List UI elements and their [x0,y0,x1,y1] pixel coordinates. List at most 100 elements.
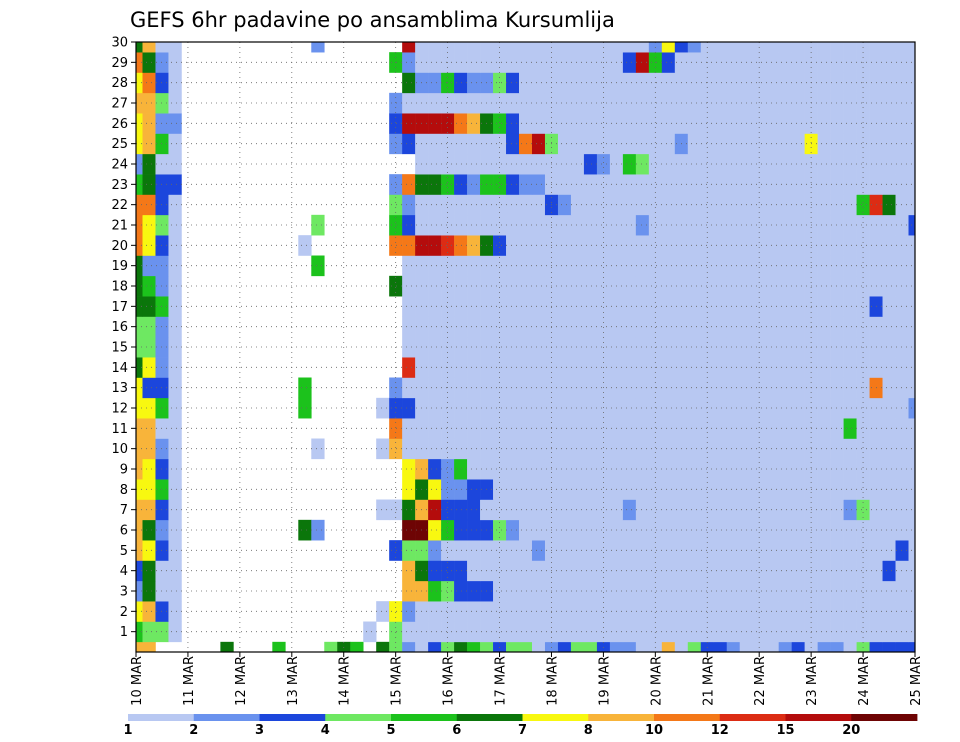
heatmap-cell [700,438,715,460]
heatmap-cell [830,52,844,73]
heatmap-cell [765,194,779,216]
heatmap-cell [428,275,442,297]
heatmap-cell [583,52,598,73]
heatmap-cell [467,418,481,439]
heatmap-cell [817,133,831,155]
heatmap-cell [752,275,766,297]
heatmap-cell [557,540,572,561]
heatmap-cell [752,153,766,175]
heatmap-cell [136,397,143,419]
heatmap-cell [648,479,663,500]
heatmap-cell [791,438,805,460]
heatmap-cell [493,479,507,500]
heatmap-cell [168,377,182,399]
heatmap-cell [583,113,598,134]
heatmap-cell [752,499,766,521]
heatmap-cell [791,580,805,602]
heatmap-cell [882,72,896,94]
heatmap-cell [765,113,779,134]
heatmap-cell [778,316,792,338]
heatmap-cell [830,275,844,297]
heatmap-cell [519,52,533,73]
heatmap-cell [531,397,546,419]
heatmap-cell [531,418,546,439]
heatmap-cell [700,458,715,480]
heatmap-cell [519,336,533,358]
heatmap-cell [778,336,792,358]
heatmap-cell [687,438,702,460]
heatmap-cell [726,92,741,114]
heatmap-cell [155,113,169,134]
y-tick-label: 3 [120,585,128,600]
heatmap-cell [778,621,792,643]
heatmap-cell [687,499,702,521]
heatmap-cell [895,357,909,378]
heatmap-cell [136,275,143,297]
heatmap-cell [519,174,533,195]
heatmap-cell [817,113,831,134]
heatmap-cell [830,174,844,195]
heatmap-cell [752,235,766,256]
heatmap-cell [882,153,896,175]
heatmap-cell [428,316,442,338]
heatmap-cell [136,214,143,236]
heatmap-cell [428,479,442,500]
heatmap-cell [557,499,572,521]
heatmap-cell [648,438,663,460]
heatmap-cell [583,560,598,582]
heatmap-cell [441,194,455,216]
heatmap-cell [570,560,585,582]
heatmap-cell [908,42,916,53]
heatmap-cell [895,133,909,155]
heatmap-cell [726,499,741,521]
heatmap-cell [142,438,156,460]
heatmap-cell [583,519,598,541]
heatmap-cell [376,641,390,653]
heatmap-cell [635,357,650,378]
heatmap-cell [389,601,403,622]
heatmap-cell [155,235,169,256]
heatmap-cell [635,296,650,317]
heatmap-cell [389,194,403,216]
heatmap-cell [856,92,870,114]
heatmap-cell [596,499,611,521]
heatmap-cell [531,133,546,155]
heatmap-cell [557,316,572,338]
heatmap-cell [635,214,650,236]
heatmap-cell [519,92,533,114]
heatmap-cell [843,275,857,297]
heatmap-cell [155,479,169,500]
heatmap-cell [441,316,455,338]
x-tick-label: 22 MAR [753,656,768,706]
heatmap-cell [830,438,844,460]
heatmap-cell [622,194,637,216]
heatmap-cell [778,479,792,500]
heatmap-cell [765,275,779,297]
heatmap-cell [531,316,546,338]
heatmap-cell [519,418,533,439]
heatmap-cell [791,153,805,175]
heatmap-cell [700,499,715,521]
heatmap-cell [895,580,909,602]
heatmap-cell [622,275,637,297]
heatmap-cell [830,214,844,236]
heatmap-cell [687,113,702,134]
legend-swatch [851,714,918,721]
heatmap-cell [687,357,702,378]
heatmap-cell [519,438,533,460]
heatmap-cell [739,42,754,53]
heatmap-cell [778,42,792,53]
y-tick-label: 28 [111,76,128,91]
heatmap-cell [635,42,650,53]
y-tick-label: 26 [111,117,128,132]
heatmap-cell [648,113,663,134]
heatmap-cell [557,275,572,297]
heatmap-cell [882,397,896,419]
heatmap-cell [661,133,676,155]
heatmap-cell [687,540,702,561]
heatmap-cell [830,42,844,53]
heatmap-cell [882,336,896,358]
heatmap-cell [570,133,585,155]
x-tick-label: 11 MAR [182,656,197,706]
heatmap-cell [791,113,805,134]
